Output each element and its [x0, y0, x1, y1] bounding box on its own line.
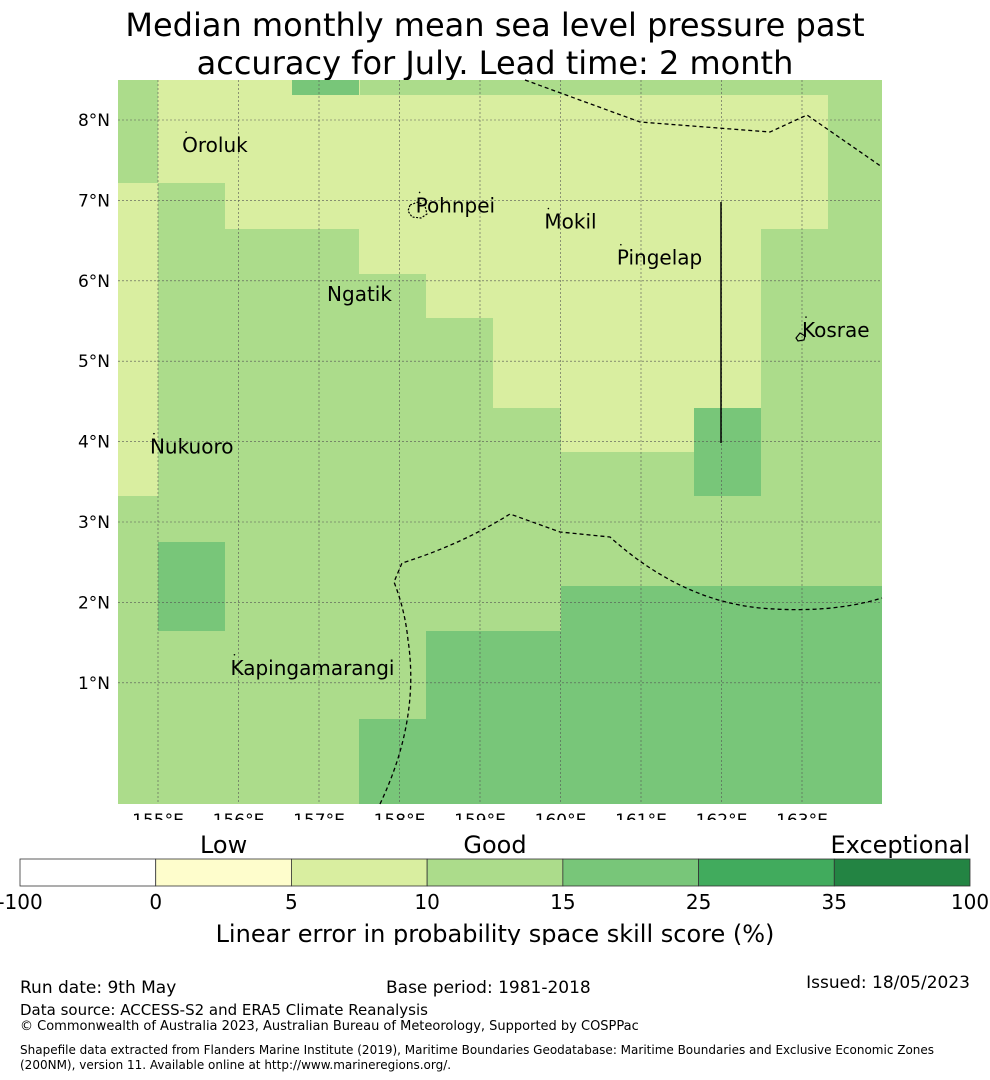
map-title-line-2: accuracy for July. Lead time: 2 month: [196, 44, 794, 82]
colorbar-tick-label: 25: [686, 890, 711, 914]
place-marker: [620, 243, 622, 246]
skill-cell: [158, 140, 225, 183]
longitude-label: 161°E: [615, 811, 667, 820]
skill-cell: [493, 318, 761, 408]
skill-cell: [426, 631, 561, 804]
skill-cell: [292, 80, 359, 95]
copyright-notice: © Commonwealth of Australia 2023, Austra…: [20, 1019, 639, 1034]
map-gridlines: [118, 80, 882, 804]
skill-cell: [225, 95, 828, 229]
colorbar-category-label: Low: [200, 831, 247, 859]
eez-boundary-north: [524, 79, 883, 168]
eez-boundaries: [379, 79, 883, 805]
colorbar-swatch: [155, 858, 292, 887]
colorbar-category-labels: Low Good Exceptional: [200, 831, 970, 859]
shapefile-credit: Shapefile data extracted from Flanders M…: [20, 1043, 935, 1072]
skill-cell: [118, 183, 158, 496]
place-marker: [805, 316, 807, 318]
latitude-label: 7°N: [78, 191, 110, 211]
latitude-label: 1°N: [78, 674, 110, 694]
place-label: Nukuoro: [150, 435, 234, 459]
place-label: Oroluk: [182, 133, 248, 157]
place-label: Kapingamarangi: [230, 656, 394, 680]
place-label: Pohnpei: [416, 193, 496, 217]
colorbar-tick-label: 10: [414, 890, 439, 914]
place-label: Ngatik: [327, 282, 392, 306]
longitude-label: 159°E: [454, 811, 506, 820]
latitude-label: 2°N: [78, 593, 110, 613]
place-label: Pingelap: [617, 246, 702, 270]
skill-cell: [694, 408, 761, 496]
place-marker: [547, 207, 550, 210]
latitude-label: 4°N: [78, 433, 110, 453]
base-period: Base period: 1981-2018: [386, 978, 591, 998]
longitude-label: 158°E: [374, 811, 426, 820]
longitude-label: 163°E: [776, 811, 828, 820]
colorbar-swatch: [426, 858, 564, 887]
colorbar-tick-label: 5: [285, 890, 298, 914]
colorbar-swatch: [562, 858, 699, 887]
colorbar-swatches: [19, 858, 971, 887]
latitude-label: 3°N: [78, 513, 110, 533]
skill-cell: [359, 229, 761, 274]
kosrae-island-outline: [795, 332, 806, 342]
latitude-label: 8°N: [78, 111, 110, 131]
island-outlines: [407, 201, 806, 342]
place-marker: [330, 280, 332, 282]
colorbar-label: Linear error in probability space skill …: [216, 920, 775, 945]
longitude-label: 160°E: [535, 811, 587, 820]
longitude-label: 156°E: [213, 811, 265, 820]
eez-boundary-south: [379, 513, 883, 805]
place-marker: [418, 191, 421, 194]
place-marker: [185, 131, 187, 133]
colorbar-swatch: [833, 858, 971, 887]
skill-grid-cells: [118, 80, 882, 804]
latitude-label: 5°N: [78, 352, 110, 372]
colorbar-tick-label: 0: [149, 890, 162, 914]
pohnpei-island-outline: [407, 201, 428, 219]
data-source: Data source: ACCESS-S2 and ERA5 Climate …: [20, 1001, 428, 1019]
colorbar-tick-label: 15: [550, 890, 575, 914]
issued-date: Issued: 18/05/2023: [806, 973, 970, 993]
place-label: Kosrae: [802, 318, 870, 342]
axis-labels: 155°E 156°E 157°E 158°E 159°E 160°E 161°E 162°E…: [78, 111, 828, 820]
place-label: Mokil: [544, 210, 596, 234]
skill-cell: [426, 274, 761, 318]
place-marker: [233, 653, 236, 656]
longitude-label: 162°E: [696, 811, 748, 820]
skill-cell: [359, 719, 426, 804]
colorbar-tick-labels: -100 0 5 10 15 25 35 100: [0, 890, 989, 914]
latitude-label: 6°N: [78, 272, 110, 292]
colorbar-tick-label: 100: [951, 890, 989, 914]
colorbar-category-label: Good: [463, 831, 526, 859]
colorbar-category-label: Exceptional: [831, 831, 971, 859]
longitude-label: 155°E: [132, 811, 184, 820]
colorbar-swatch: [19, 858, 157, 887]
place-marker: [153, 432, 155, 435]
colorbar-swatch: [698, 858, 835, 887]
longitude-label: 157°E: [293, 811, 345, 820]
skill-cell: [561, 586, 882, 804]
place-labels: Oroluk Pohnpei Mokil Pingelap Ngatik Kosrae Nu…: [150, 131, 870, 680]
colorbar-swatch: [291, 858, 428, 887]
skill-map: Oroluk Pohnpei Mokil Pingelap Ngatik Kosrae Nu…: [78, 79, 883, 820]
map-title-line-1: Median monthly mean sea level pressure p…: [125, 6, 865, 44]
colorbar-tick-label: -100: [0, 890, 43, 914]
run-date: Run date: 9th May: [20, 978, 177, 998]
colorbar: Low Good Exceptional -100 0 5 10 15 25 35 100 Lin…: [0, 831, 989, 945]
colorbar-tick-label: 35: [822, 890, 847, 914]
skill-cell: [158, 542, 225, 631]
